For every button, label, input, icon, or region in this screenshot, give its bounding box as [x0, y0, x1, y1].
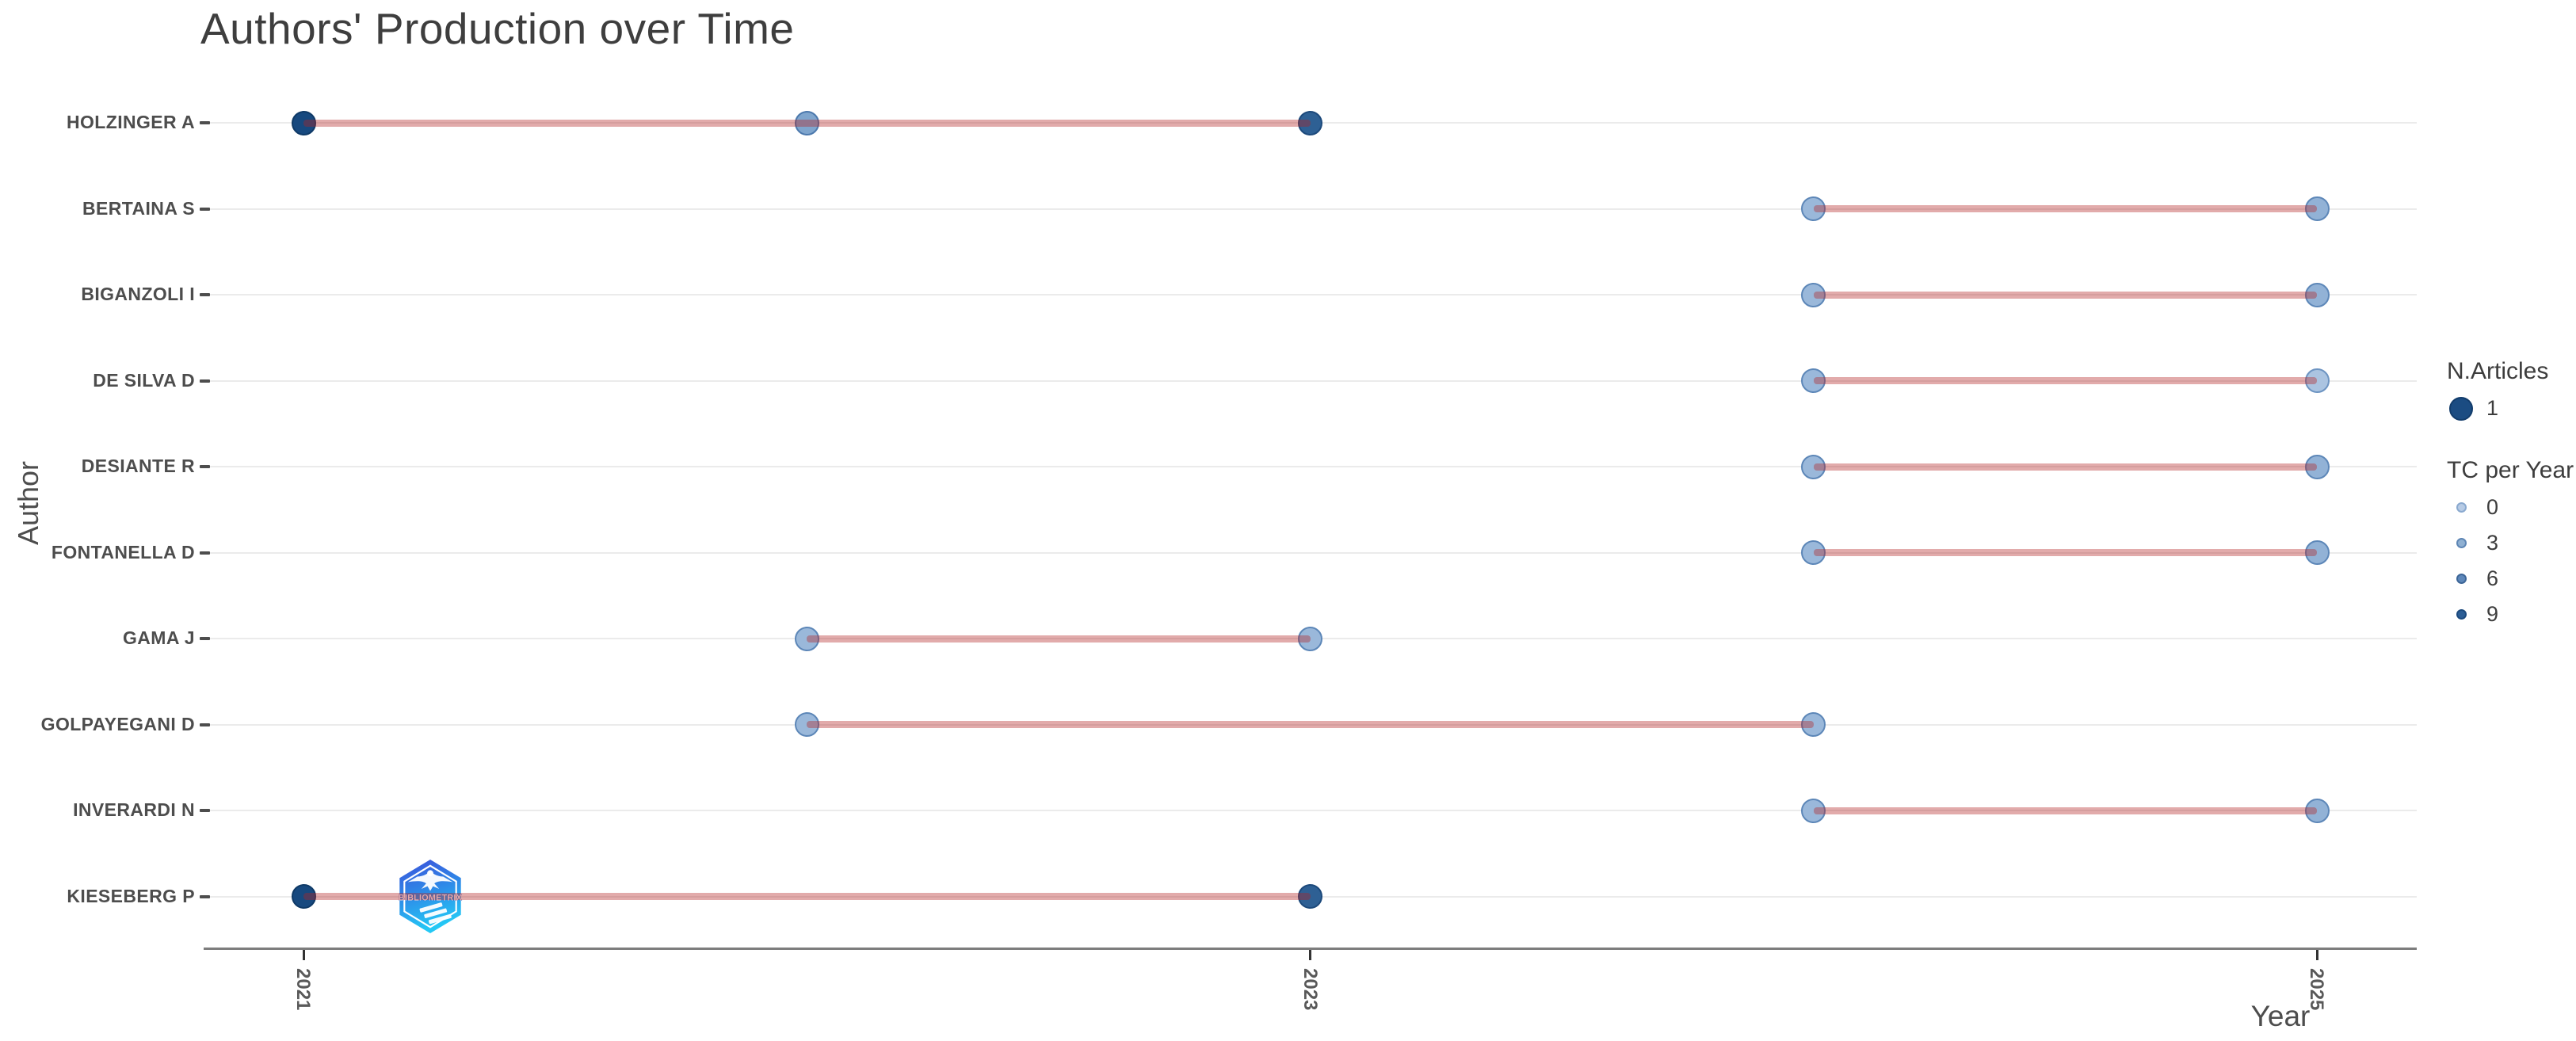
data-point — [1801, 712, 1826, 737]
trend-line — [1813, 549, 2317, 556]
legend-dot-icon — [2449, 396, 2473, 421]
x-tick-label: 2025 — [2306, 968, 2327, 1011]
legend: N.Articles 1 TC per Year 0 3 6 9 — [2447, 358, 2576, 638]
y-tick — [200, 293, 210, 296]
legend-dot-cell — [2447, 609, 2475, 620]
author-label: KIESEBERG P — [67, 885, 195, 906]
data-point — [1298, 110, 1322, 135]
y-tick — [200, 551, 210, 555]
author-row-gridline — [204, 379, 2417, 382]
trend-line — [303, 893, 1311, 900]
author-label: INVERARDI N — [73, 799, 195, 820]
trend-line — [807, 635, 1311, 643]
author-label: GOLPAYEGANI D — [40, 713, 195, 734]
data-point — [1801, 282, 1826, 307]
author-label: FONTANELLA D — [51, 541, 195, 562]
y-tick — [200, 637, 210, 640]
x-tick — [1309, 950, 1311, 960]
y-tick — [200, 465, 210, 468]
legend-size-item: 1 — [2447, 396, 2576, 421]
y-tick — [200, 809, 210, 812]
trend-line — [807, 721, 1814, 728]
legend-dot-cell — [2447, 396, 2475, 421]
legend-color-item: 3 — [2447, 531, 2576, 555]
legend-item-label: 3 — [2486, 531, 2499, 555]
data-point — [1801, 798, 1826, 823]
y-tick — [200, 121, 210, 124]
data-point — [2304, 454, 2330, 479]
data-point — [291, 884, 316, 909]
legend-color-item: 0 — [2447, 495, 2576, 520]
legend-dot-icon — [2456, 609, 2467, 620]
author-label: BERTAINA S — [82, 197, 195, 219]
x-tick — [302, 950, 305, 960]
author-label: DE SILVA D — [93, 369, 195, 391]
data-point — [1801, 540, 1826, 565]
legend-dot-cell — [2447, 574, 2475, 584]
legend-color-item: 6 — [2447, 566, 2576, 591]
legend-dot-icon — [2456, 502, 2467, 513]
legend-dot-icon — [2456, 574, 2467, 584]
logo-eagle-icon — [407, 869, 453, 891]
author-row-gridline — [204, 551, 2417, 554]
trend-line — [303, 119, 1311, 127]
y-tick — [200, 894, 210, 898]
trend-line — [1813, 205, 2317, 212]
x-tick-label: 2021 — [292, 968, 314, 1011]
bibliometrix-logo-icon: BIBLIOMETRIX — [399, 860, 463, 933]
author-row-gridline — [204, 466, 2417, 467]
author-label: HOLZINGER A — [67, 112, 195, 132]
legend-item-label: 1 — [2486, 396, 2499, 420]
data-point — [794, 712, 819, 737]
data-point — [291, 110, 316, 135]
data-point — [2304, 282, 2330, 307]
logo-eagle-head — [427, 870, 433, 877]
legend-color-title: TC per Year — [2447, 457, 2574, 483]
x-axis-line — [204, 948, 2417, 950]
y-tick — [200, 379, 210, 383]
data-point — [2304, 368, 2330, 393]
trend-line — [1813, 463, 2317, 471]
author-row-gridline — [204, 294, 2417, 296]
data-point — [1801, 196, 1826, 221]
legend-color-items: 0 3 6 9 — [2447, 495, 2576, 627]
author-label: DESIANTE R — [81, 456, 195, 476]
x-axis-title: Year — [2250, 1000, 2311, 1032]
y-tick — [200, 207, 210, 211]
x-tick — [2315, 950, 2318, 960]
data-point — [794, 626, 819, 651]
x-tick-label: 2023 — [1299, 968, 1321, 1011]
logo-wordmark: BIBLIOMETRIX — [399, 894, 463, 903]
author-row-gridline — [204, 723, 2417, 726]
data-point — [794, 110, 819, 135]
legend-dot-icon — [2456, 538, 2467, 548]
y-tick — [200, 723, 210, 726]
legend-item-label: 0 — [2486, 495, 2499, 519]
legend-item-label: 6 — [2486, 566, 2499, 590]
trend-line — [1813, 377, 2317, 384]
legend-size-items: 1 — [2447, 396, 2576, 421]
chart-title: Authors' Production over Time — [200, 4, 795, 53]
trend-line — [1813, 291, 2317, 299]
logo-inner-hexagon — [403, 864, 457, 929]
legend-dot-cell — [2447, 538, 2475, 548]
data-point — [1801, 368, 1826, 393]
data-point — [2304, 798, 2330, 823]
legend-dot-cell — [2447, 502, 2475, 513]
data-point — [2304, 196, 2330, 221]
data-point — [1298, 626, 1322, 651]
author-row-gridline — [204, 810, 2417, 811]
legend-item-label: 9 — [2486, 602, 2499, 626]
logo-book-icon — [419, 902, 452, 925]
data-point — [2304, 540, 2330, 565]
legend-size-title: N.Articles — [2447, 358, 2549, 384]
legend-color-item: 9 — [2447, 602, 2576, 627]
data-point — [1801, 454, 1826, 479]
author-row-gridline — [204, 208, 2417, 210]
author-label: GAMA J — [123, 627, 195, 648]
author-label: BIGANZOLI I — [81, 284, 195, 304]
trend-line — [1813, 806, 2317, 814]
data-point — [1298, 884, 1322, 909]
